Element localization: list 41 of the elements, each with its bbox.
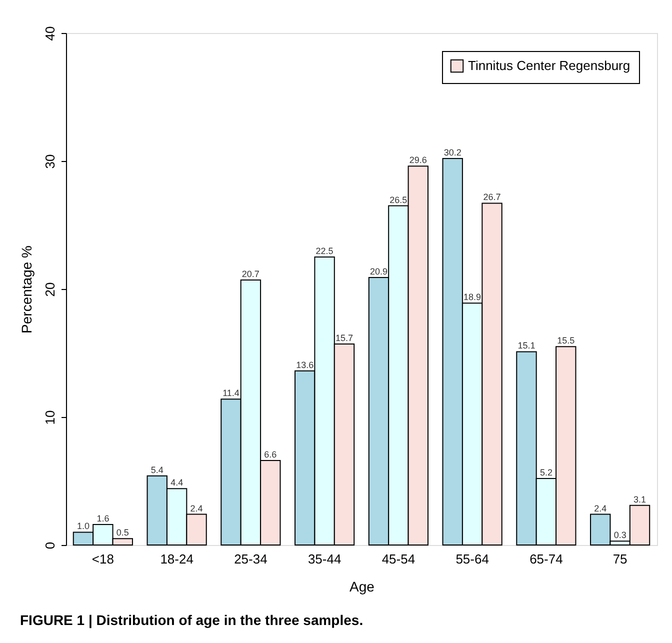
data-label: 30.2 [444,147,462,158]
data-label: 15.7 [335,333,354,344]
x-axis-title: Age [350,578,375,594]
x-tick-label: 65-74 [530,552,563,566]
data-label: 1.0 [76,521,90,532]
x-tick-label: 55-64 [456,552,489,566]
data-label: 6.6 [264,450,277,460]
y-tick-label: 0 [42,542,58,550]
x-tick-label: 18-24 [160,552,194,566]
data-label: 18.9 [464,292,482,302]
data-label: 26.7 [483,192,501,202]
data-label: 0.5 [116,528,129,538]
x-tick-label: 25-34 [234,552,268,566]
x-tick-label: 45-54 [382,552,416,566]
data-label: 5.4 [150,464,164,475]
data-label: 13.6 [296,360,314,370]
legend-label: Tinnitus Center Regensburg [468,58,630,73]
data-label: 3.1 [634,494,646,504]
data-label: 2.4 [594,503,607,514]
data-label: 11.4 [222,388,240,398]
data-label: 26.5 [390,194,408,205]
data-label: 5.2 [540,467,552,478]
y-tick-label: 40 [42,26,58,41]
y-tick-label: 20 [42,282,58,297]
data-label: 29.6 [409,155,427,166]
x-tick-label: 75 [612,552,628,566]
caption: FIGURE 1 | Distribution of age in the three samples. [20,612,364,629]
data-label: 20.9 [370,266,388,276]
x-tick-label: <18 [92,552,114,566]
data-label: 1.6 [96,514,110,524]
data-label: 15.1 [518,340,536,351]
data-label: 2.4 [190,503,203,514]
data-label: 4.4 [170,478,184,488]
data-label: 20.7 [242,269,260,280]
data-label: 15.5 [557,336,575,346]
data-label: 0.3 [614,530,626,540]
y-tick-label: 10 [42,410,58,425]
data-label: 22.5 [316,246,334,256]
y-axis-title: Percentage % [18,246,34,334]
y-tick-label: 30 [42,154,58,169]
x-tick-label: 35-44 [308,552,342,566]
